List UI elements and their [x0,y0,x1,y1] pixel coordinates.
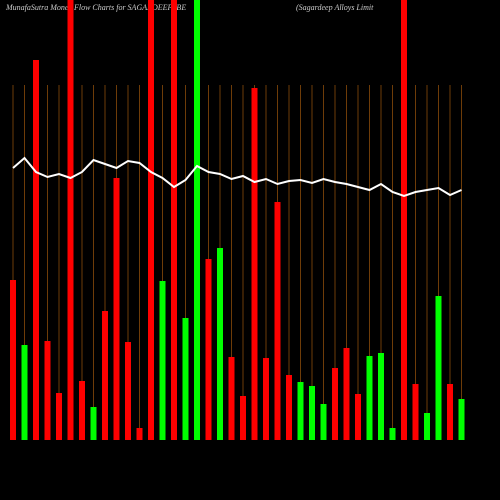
bar [56,393,62,440]
bar [378,353,384,440]
bar [205,259,212,440]
bar [263,358,269,440]
bar [67,0,74,440]
bar [458,399,465,440]
bar [297,382,304,440]
bar [332,368,338,440]
bar [355,394,361,440]
bar [182,318,189,440]
bar [79,381,85,440]
bar [447,384,453,440]
bar [228,357,235,440]
bar [21,345,28,440]
bar [113,178,120,440]
bar [136,428,143,440]
bar [366,356,373,440]
bar [44,341,51,440]
bar [343,348,350,440]
bar [125,342,131,440]
bar [274,202,281,440]
bar [320,404,327,440]
bar [102,311,108,440]
bar [90,407,97,440]
bar [33,60,39,440]
bar [240,396,246,440]
money-flow-line [12,156,462,198]
bar [217,248,223,440]
chart-subtitle: (Sagardeep Alloys Limit [296,3,374,12]
bar [171,0,177,440]
bar [401,0,407,440]
bar [424,413,430,440]
bar [389,428,396,440]
bar [435,296,442,440]
bar [309,386,315,440]
bar [251,88,258,440]
bar [286,375,292,440]
chart-title: MunafaSutra Money Flow Charts for SAGARD… [5,3,186,12]
bar [148,0,154,440]
bar [159,281,166,440]
bar [412,384,419,440]
bar [194,0,200,440]
bar [10,280,16,440]
